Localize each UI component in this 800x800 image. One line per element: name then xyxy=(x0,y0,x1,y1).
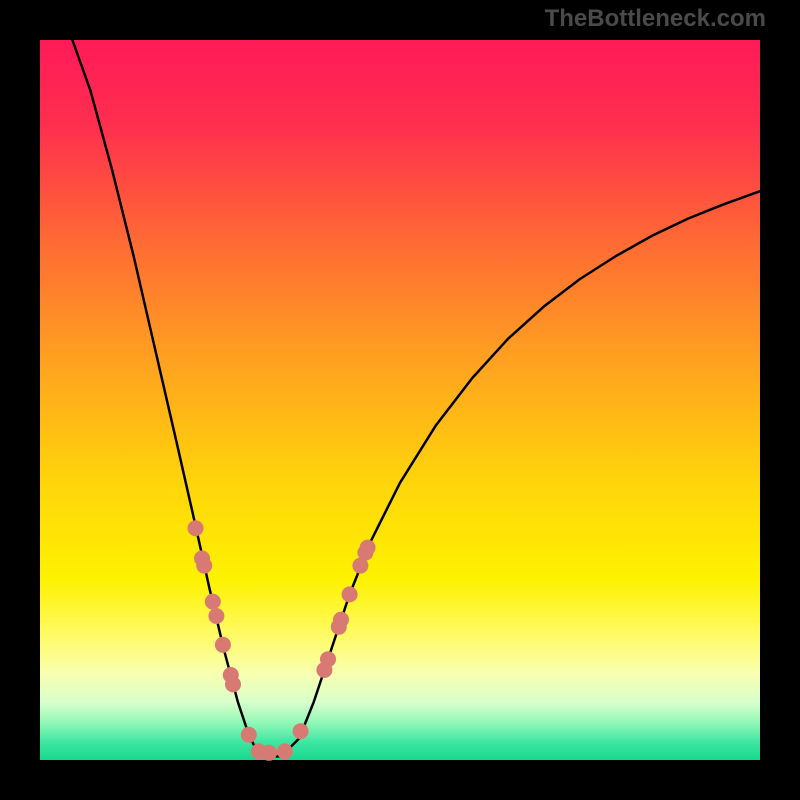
data-marker xyxy=(293,723,309,739)
data-marker xyxy=(196,558,212,574)
data-markers xyxy=(188,520,376,761)
data-marker xyxy=(225,676,241,692)
bottleneck-curve xyxy=(72,40,760,756)
data-marker xyxy=(333,612,349,628)
data-marker xyxy=(205,594,221,610)
data-marker xyxy=(342,586,358,602)
data-marker xyxy=(360,540,376,556)
chart-container: TheBottleneck.com xyxy=(0,0,800,800)
data-marker xyxy=(215,637,231,653)
data-marker xyxy=(261,745,277,761)
watermark-text: TheBottleneck.com xyxy=(545,5,766,33)
data-marker xyxy=(188,520,204,536)
data-marker xyxy=(208,608,224,624)
data-marker xyxy=(241,727,257,743)
data-marker xyxy=(320,651,336,667)
chart-svg xyxy=(0,0,800,800)
data-marker xyxy=(277,743,293,759)
